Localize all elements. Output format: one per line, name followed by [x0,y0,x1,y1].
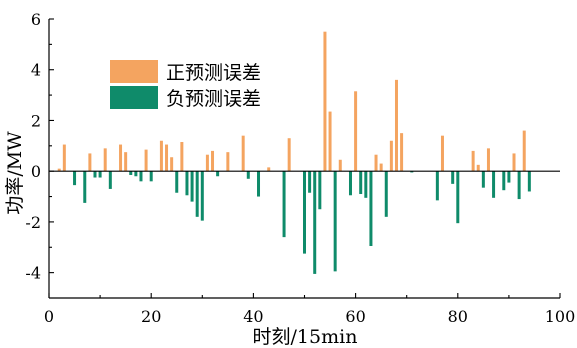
bar-negative-17 [134,171,138,177]
bar-negative-7 [83,171,87,203]
bar-positive-47 [287,138,291,172]
bar-positive-38 [241,135,245,172]
bar-positive-2 [57,168,61,172]
bar-negative-80 [456,171,460,224]
bar-positive-57 [338,159,342,172]
bar-negative-16 [129,171,133,175]
bar-positive-23 [165,144,169,172]
bar-positive-35 [226,152,230,172]
bar-negative-52 [313,171,317,274]
bar-negative-18 [139,171,143,182]
bar-negative-12 [108,171,112,189]
bar-negative-28 [190,171,194,202]
bar-negative-25 [175,171,179,193]
bar-negative-9 [93,171,97,178]
bar-positive-19 [144,149,148,172]
x-tick-label: 20 [141,307,161,326]
bar-negative-5 [73,171,77,186]
bar-negative-63 [369,171,373,246]
bar-positive-31 [205,154,209,172]
bar-positive-67 [389,140,393,172]
y-tick-label: -4 [25,264,41,283]
bar-negative-66 [384,171,388,217]
bar-positive-84 [476,164,480,172]
bar-negative-62 [364,171,368,198]
bar-negative-90 [507,171,511,183]
legend-label-positive: 正预测误差 [166,62,261,84]
bars-layer [57,31,531,274]
bar-negative-79 [451,171,455,184]
bar-positive-8 [88,153,92,172]
bar-positive-55 [328,111,332,172]
bar-positive-65 [379,163,383,172]
bar-negative-20 [149,171,153,182]
legend-swatch-negative [110,86,158,109]
bar-negative-87 [492,171,496,198]
bar-positive-11 [103,148,107,172]
bar-positive-32 [211,150,215,172]
y-tick-label: -2 [25,213,41,232]
bar-negative-85 [481,171,485,188]
y-tick-label: 0 [31,162,41,181]
bar-positive-69 [400,133,404,172]
bar-positive-43 [267,167,271,172]
x-tick-label: 100 [545,307,576,326]
y-tick-label: 6 [31,10,41,29]
bar-negative-39 [246,171,250,179]
bar-negative-89 [502,171,506,191]
bar-negative-50 [303,171,306,254]
bar-positive-54 [323,31,327,172]
bar-negative-56 [333,171,337,272]
bar-positive-68 [394,79,398,172]
bar-negative-30 [200,171,204,221]
bar-negative-46 [282,171,286,238]
x-tick-label: 40 [243,307,263,326]
x-axis-title: 时刻/15min [253,326,358,348]
bar-negative-61 [359,171,363,195]
bar-positive-26 [180,142,184,172]
y-tick-label: 4 [31,61,41,80]
bar-positive-60 [354,91,358,172]
bar-negative-92 [517,171,521,200]
bar-negative-41 [257,171,261,197]
bar-negative-29 [195,171,199,217]
bar-negative-94 [527,171,531,192]
bar-negative-51 [308,171,312,193]
bar-positive-86 [486,148,490,172]
legend-label-negative: 负预测误差 [166,88,261,110]
bar-positive-15 [124,152,128,172]
bar-positive-22 [159,140,163,172]
bar-negative-76 [435,171,439,201]
bar-negative-71 [410,171,414,173]
bar-positive-83 [471,150,475,172]
x-tick-label: 60 [345,307,365,326]
bar-negative-53 [318,171,322,210]
bar-positive-3 [62,144,66,172]
bar-positive-77 [440,135,444,172]
legend-swatch-positive [110,60,158,83]
bar-positive-91 [512,153,516,172]
bar-positive-24 [170,157,174,172]
ticks-layer: 0 20 40 60 80 100 -4 -2 0 2 4 6 [25,10,575,326]
bar-negative-27 [185,171,189,196]
bar-negative-59 [348,171,352,196]
x-tick-label: 80 [448,307,468,326]
bar-negative-10 [98,171,102,178]
x-tick-label: 0 [44,307,54,326]
y-tick-label: 2 [31,111,41,130]
y-axis-title: 功率/MW [4,131,26,215]
bar-positive-14 [119,144,123,172]
bar-negative-33 [216,171,220,177]
bar-positive-93 [522,130,526,172]
bar-positive-64 [374,154,378,172]
